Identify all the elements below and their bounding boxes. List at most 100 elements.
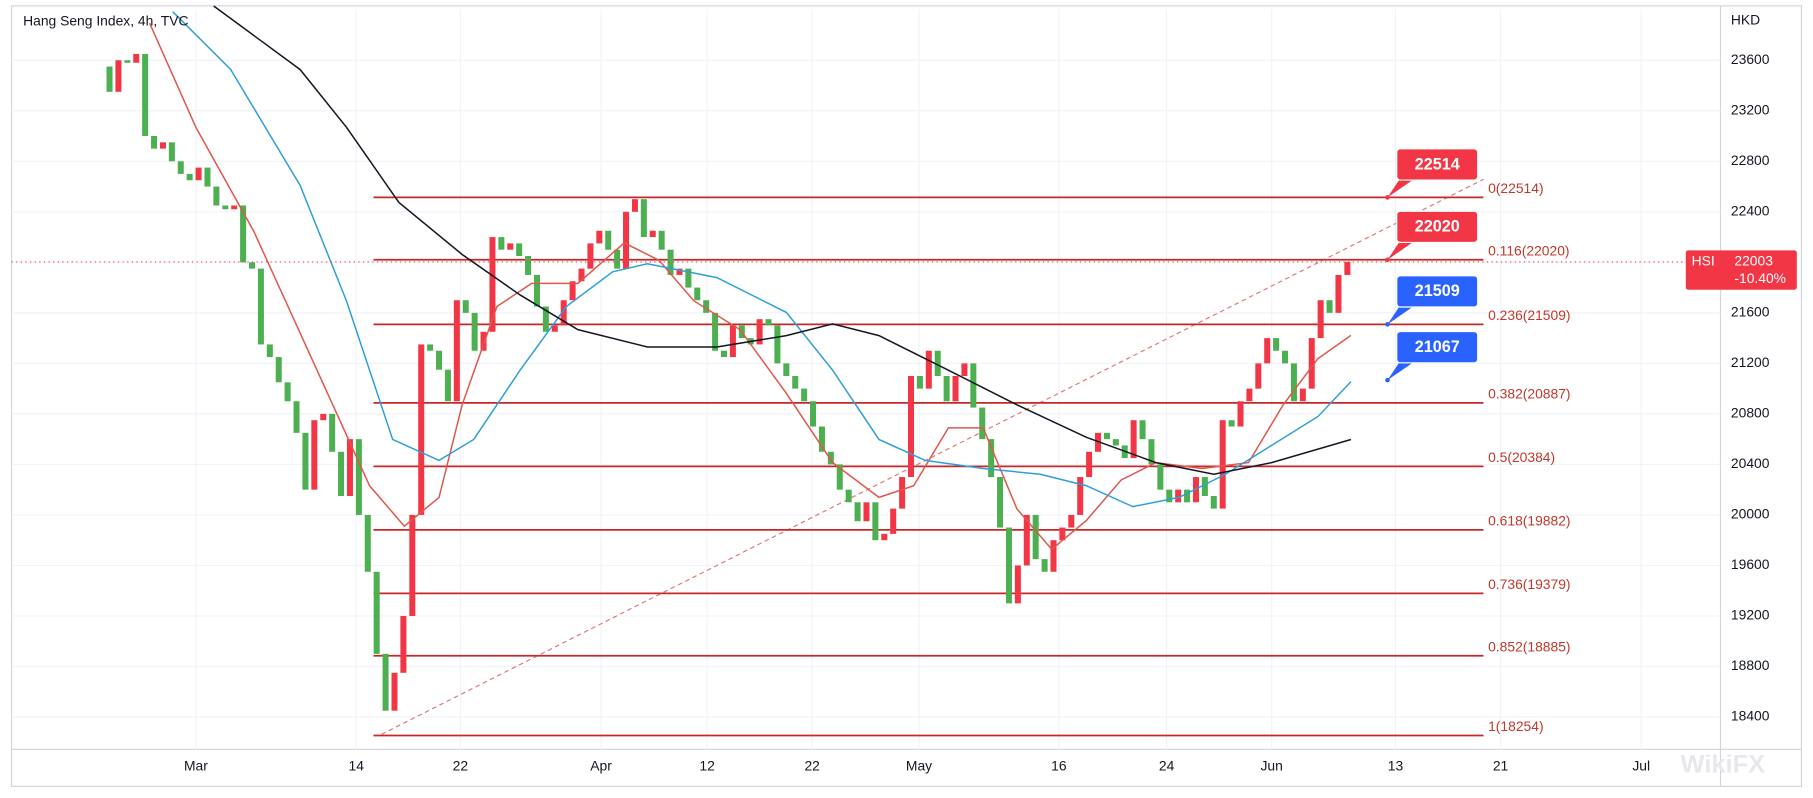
candle	[676, 268, 683, 275]
candle	[845, 489, 852, 503]
callout-box	[1396, 210, 1479, 244]
fib-label: 0.618(19882)	[1488, 512, 1570, 528]
candle	[1344, 261, 1351, 275]
candle	[525, 256, 532, 275]
candle	[1255, 363, 1262, 389]
candle	[284, 382, 291, 402]
candle	[1317, 300, 1324, 339]
candle	[667, 249, 674, 275]
x-tick-label: 22	[804, 757, 820, 773]
candle	[400, 615, 407, 673]
callout-dot	[1385, 257, 1390, 263]
candle	[444, 369, 451, 402]
candle	[658, 230, 665, 250]
candle	[1175, 489, 1182, 503]
watermark: WikiFX	[1681, 750, 1766, 778]
candle	[792, 375, 799, 389]
candle	[818, 426, 825, 452]
candle	[320, 413, 327, 421]
candle	[729, 325, 736, 358]
candle	[1041, 559, 1048, 572]
overlay: 18400 18800 19200 19600 20000 20400 20800 21200…	[11, 51, 1797, 773]
y-tick-label: 18800	[1731, 657, 1770, 673]
candle	[391, 672, 398, 711]
candle	[346, 439, 353, 496]
candle	[1264, 338, 1271, 364]
candle	[106, 66, 113, 92]
x-tick-label: 14	[348, 757, 364, 773]
x-tick-label: May	[906, 757, 932, 773]
candle	[204, 167, 211, 187]
fib-label: 0.736(19379)	[1488, 576, 1570, 592]
candle	[685, 268, 692, 288]
candle	[587, 243, 594, 269]
y-tick-label: 22800	[1731, 152, 1770, 168]
candle	[1077, 477, 1084, 515]
candle	[1237, 401, 1244, 427]
fibonacci: 0(22514) 0.116(22020) 0.236(21509) 0.382(20…	[373, 178, 1571, 737]
candle	[1166, 489, 1173, 503]
y-tick-label: 23600	[1731, 51, 1770, 67]
candle	[436, 350, 443, 370]
candle	[1299, 388, 1306, 402]
callout-box	[1396, 331, 1479, 364]
candle	[1086, 451, 1093, 478]
candle	[293, 401, 300, 433]
fib-label: 0.5(20384)	[1488, 449, 1555, 465]
y-tick-label: 20400	[1731, 455, 1770, 471]
candle	[1005, 527, 1012, 604]
candle	[551, 325, 558, 332]
y-tick-label: 23200	[1731, 101, 1770, 117]
callout-box	[1396, 148, 1479, 181]
candle	[1023, 514, 1030, 566]
x-tick-label: 24	[1159, 757, 1175, 773]
candle	[1228, 420, 1235, 427]
candle	[863, 502, 870, 522]
callout-dot	[1385, 377, 1390, 383]
fib-label: 1(18254)	[1488, 718, 1543, 734]
candle	[311, 420, 318, 490]
callout-label: 21067	[1415, 338, 1460, 356]
fib-label: 0.382(20887)	[1488, 385, 1570, 401]
candle	[988, 439, 995, 478]
axis-unit: HKD	[1731, 12, 1760, 28]
candle	[124, 60, 131, 63]
candle	[569, 281, 576, 301]
y-tick-label: 18400	[1731, 708, 1770, 724]
candle	[427, 344, 434, 351]
x-tick-label: 21	[1493, 757, 1509, 773]
candle	[631, 199, 638, 212]
candle	[614, 249, 621, 269]
candle	[640, 199, 647, 238]
x-tick-label: 12	[699, 757, 715, 773]
candle	[605, 230, 612, 250]
callout-pointer	[1387, 303, 1418, 325]
moving-average	[213, 5, 1352, 476]
candle	[810, 401, 817, 427]
candle	[329, 413, 336, 452]
candle	[890, 508, 897, 534]
candle	[925, 350, 932, 389]
candle	[756, 319, 763, 345]
candle	[596, 230, 603, 244]
y-tick-label: 20800	[1731, 405, 1770, 421]
candle	[364, 514, 371, 572]
moving-average	[172, 11, 1352, 508]
candle	[231, 205, 238, 210]
candle	[151, 136, 158, 149]
candle	[533, 274, 540, 307]
candle	[257, 268, 264, 345]
y-tick-label: 21600	[1731, 304, 1770, 320]
candle	[961, 363, 968, 376]
candle	[275, 357, 282, 383]
candle	[1130, 420, 1137, 459]
candle	[516, 243, 523, 257]
callout-pointer	[1387, 238, 1418, 260]
callout-dot	[1385, 322, 1390, 327]
candle	[1219, 420, 1226, 509]
candle	[783, 363, 790, 376]
candle	[1059, 527, 1066, 541]
candle	[1184, 489, 1191, 503]
